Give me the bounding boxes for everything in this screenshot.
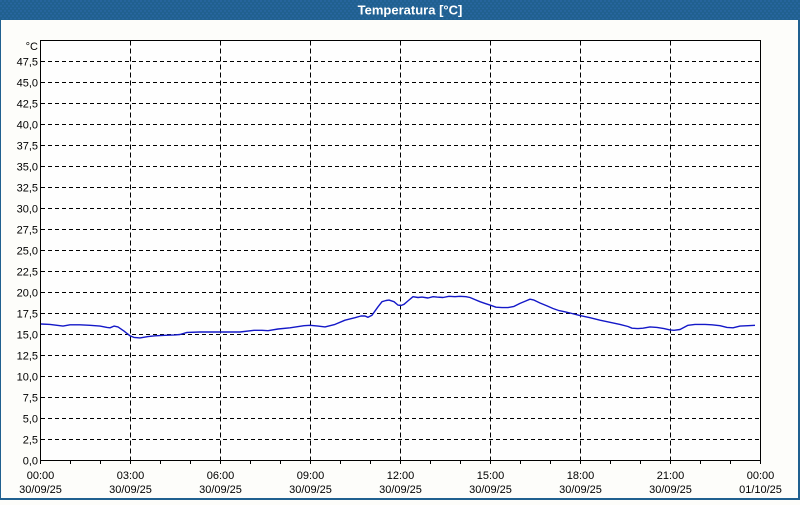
svg-text:40,0: 40,0	[17, 120, 38, 132]
svg-text:03:00: 03:00	[117, 470, 145, 482]
svg-text:00:00: 00:00	[27, 470, 55, 482]
svg-text:2,5: 2,5	[23, 435, 38, 447]
svg-text:0,0: 0,0	[23, 456, 38, 468]
svg-text:12,5: 12,5	[17, 351, 38, 363]
svg-text:5,0: 5,0	[23, 414, 38, 426]
svg-text:32,5: 32,5	[17, 183, 38, 195]
svg-text:27,5: 27,5	[17, 225, 38, 237]
svg-text:35,0: 35,0	[17, 162, 38, 174]
svg-text:30/09/25: 30/09/25	[109, 484, 152, 496]
svg-text:30/09/25: 30/09/25	[199, 484, 242, 496]
svg-text:22,5: 22,5	[17, 267, 38, 279]
svg-text:30/09/25: 30/09/25	[289, 484, 332, 496]
svg-text:°C: °C	[26, 41, 38, 53]
svg-text:30/09/25: 30/09/25	[559, 484, 602, 496]
svg-text:47,5: 47,5	[17, 57, 38, 69]
svg-text:09:00: 09:00	[297, 470, 325, 482]
svg-text:30/09/25: 30/09/25	[649, 484, 692, 496]
svg-text:30,0: 30,0	[17, 204, 38, 216]
svg-text:21:00: 21:00	[657, 470, 685, 482]
svg-text:42,5: 42,5	[17, 99, 38, 111]
svg-text:30/09/25: 30/09/25	[379, 484, 422, 496]
svg-text:01/10/25: 01/10/25	[739, 484, 782, 496]
svg-text:12:00: 12:00	[387, 470, 415, 482]
svg-text:Temperatura [°C]: Temperatura [°C]	[358, 3, 463, 18]
svg-text:00:00: 00:00	[747, 470, 775, 482]
svg-text:45,0: 45,0	[17, 78, 38, 90]
svg-text:30/09/25: 30/09/25	[19, 484, 62, 496]
svg-text:15:00: 15:00	[477, 470, 505, 482]
svg-text:06:00: 06:00	[207, 470, 235, 482]
svg-text:37,5: 37,5	[17, 141, 38, 153]
svg-text:10,0: 10,0	[17, 372, 38, 384]
svg-text:18:00: 18:00	[567, 470, 595, 482]
svg-text:30/09/25: 30/09/25	[469, 484, 512, 496]
svg-text:17,5: 17,5	[17, 309, 38, 321]
svg-text:15,0: 15,0	[17, 330, 38, 342]
svg-text:7,5: 7,5	[23, 393, 38, 405]
svg-text:25,0: 25,0	[17, 246, 38, 258]
svg-text:20,0: 20,0	[17, 288, 38, 300]
